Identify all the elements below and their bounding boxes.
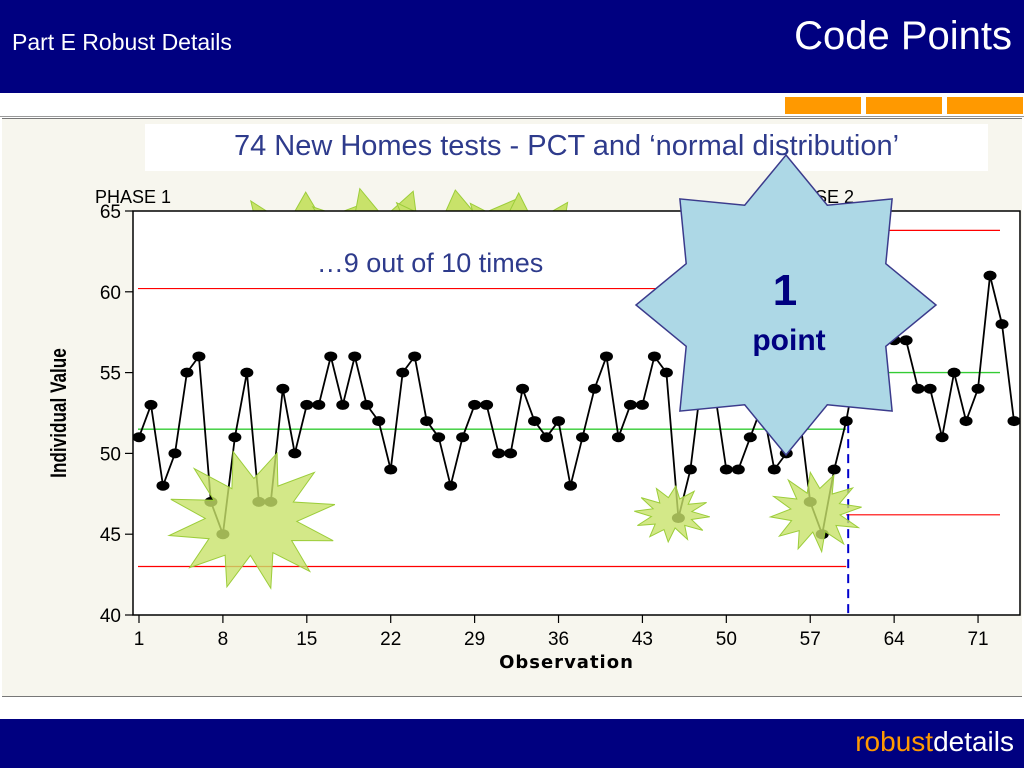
data-point-16 (312, 399, 326, 410)
data-point-26 (432, 432, 446, 443)
data-point-59 (827, 464, 841, 475)
data-point-37 (564, 480, 578, 491)
data-point-43 (635, 399, 649, 410)
data-point-15 (300, 399, 314, 410)
accent-block-3 (947, 97, 1023, 114)
data-point-2 (144, 399, 158, 410)
data-point-28 (456, 432, 470, 443)
burst-low-1 (167, 450, 336, 590)
y-axis-label: Individual Value (47, 348, 72, 478)
slide-title: Code Points (794, 14, 1012, 58)
data-point-25 (420, 416, 434, 427)
data-point-19 (348, 351, 362, 362)
chart-title-box: 74 New Homes tests - PCT and ‘normal dis… (145, 124, 988, 171)
data-point-27 (444, 480, 458, 491)
data-point-41 (611, 432, 625, 443)
data-point-73 (995, 319, 1009, 330)
brand-logo: robustdetails (855, 726, 1014, 758)
data-point-34 (528, 416, 542, 427)
data-point-69 (947, 367, 961, 378)
data-point-60 (839, 416, 853, 427)
data-point-17 (324, 351, 338, 362)
data-point-54 (767, 464, 781, 475)
star-word: point (752, 324, 825, 357)
x-tick-label-43: 43 (632, 629, 653, 650)
x-tick-label-50: 50 (716, 629, 737, 650)
data-point-13 (276, 383, 290, 394)
x-tick-label-8: 8 (218, 629, 229, 650)
data-point-68 (935, 432, 949, 443)
x-tick-label-71: 71 (967, 629, 988, 650)
star-number: 1 (773, 266, 797, 315)
data-point-21 (372, 416, 386, 427)
header-bar (0, 0, 1024, 93)
data-point-45 (659, 367, 673, 378)
bursts-front-layer (167, 450, 862, 590)
burst-callout-text: …9 out of 10 times (317, 248, 544, 278)
data-point-3 (156, 480, 170, 491)
data-point-14 (288, 448, 302, 459)
phase1-label: PHASE 1 (95, 187, 171, 207)
data-point-29 (468, 399, 482, 410)
data-point-67 (923, 383, 937, 394)
y-tick-label-60: 60 (100, 283, 121, 304)
data-point-51 (731, 464, 745, 475)
x-tick-label-36: 36 (548, 629, 569, 650)
x-tick-label-57: 57 (800, 629, 821, 650)
y-tick-label-40: 40 (100, 606, 121, 627)
accent-block-2 (866, 97, 942, 114)
data-point-6 (192, 351, 206, 362)
data-point-22 (384, 464, 398, 475)
x-tick-label-1: 1 (134, 629, 145, 650)
brand-part-1: robust (855, 726, 934, 757)
data-point-35 (540, 432, 554, 443)
data-point-5 (180, 367, 194, 378)
data-point-18 (336, 399, 350, 410)
x-tick-label-22: 22 (380, 629, 401, 650)
x-tick-label-29: 29 (464, 629, 485, 650)
x-axis-label: Observation (499, 652, 634, 673)
data-point-42 (623, 399, 637, 410)
data-point-10 (240, 367, 254, 378)
data-point-4 (168, 448, 182, 459)
divider-line (0, 116, 1024, 117)
y-tick-label-45: 45 (100, 525, 121, 546)
data-point-23 (396, 367, 410, 378)
x-tick-label-64: 64 (884, 629, 906, 650)
data-point-36 (552, 416, 566, 427)
data-point-20 (360, 399, 374, 410)
data-point-72 (983, 270, 997, 281)
burst-low-2 (634, 484, 710, 544)
data-point-71 (971, 383, 985, 394)
data-point-1 (132, 432, 146, 443)
data-point-70 (959, 416, 973, 427)
y-tick-label-50: 50 (100, 444, 121, 465)
data-point-66 (911, 383, 925, 394)
data-point-65 (899, 335, 913, 346)
data-point-32 (504, 448, 518, 459)
y-tick-label-55: 55 (100, 364, 121, 385)
footer-bar (0, 719, 1024, 768)
burst-low-3 (768, 470, 862, 554)
eight-point-star (634, 153, 938, 457)
accent-block-1 (785, 97, 861, 114)
data-point-47 (683, 464, 697, 475)
slide-subtitle: Part E Robust Details (12, 29, 232, 55)
data-point-38 (575, 432, 589, 443)
data-point-50 (719, 464, 733, 475)
data-point-40 (599, 351, 613, 362)
y-tick-label-65: 65 (100, 202, 121, 223)
x-tick-label-15: 15 (296, 629, 317, 650)
brand-part-2: details (933, 726, 1014, 757)
data-point-9 (228, 432, 242, 443)
data-point-31 (492, 448, 506, 459)
data-point-74 (1007, 416, 1021, 427)
data-point-39 (587, 383, 601, 394)
data-point-44 (647, 351, 661, 362)
data-point-30 (480, 399, 494, 410)
data-point-33 (516, 383, 530, 394)
data-point-24 (408, 351, 422, 362)
data-point-52 (743, 432, 757, 443)
